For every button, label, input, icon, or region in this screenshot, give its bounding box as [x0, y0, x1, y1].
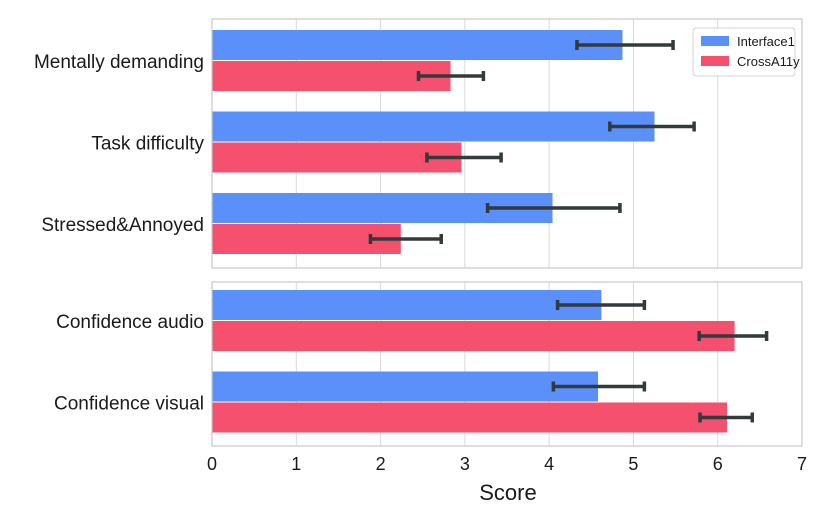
bar-crossa11y-p0-c1	[212, 142, 462, 173]
bar-interface1-p0-c1	[212, 111, 655, 142]
legend: Interface1 CrossA11y	[692, 27, 800, 77]
x-tick-label-6: 6	[713, 454, 723, 474]
legend-swatch-interface1	[701, 36, 729, 46]
legend-swatch-crossa11y	[701, 56, 729, 66]
x-tick-label-5: 5	[628, 454, 638, 474]
bar-crossa11y-p1-c1	[212, 402, 727, 433]
x-tick-label-0: 0	[207, 454, 217, 474]
x-tick-labels-layer: 0 1 2 3 4 5 6 7	[207, 454, 807, 474]
error-bars-layer	[368, 40, 769, 423]
legend-label-crossa11y: CrossA11y	[737, 54, 800, 69]
category-label-p1-c0: Confidence audio	[56, 312, 204, 333]
bars-layer	[212, 30, 735, 433]
x-tick-label-3: 3	[460, 454, 470, 474]
x-axis-title: Score	[479, 480, 536, 505]
bar-crossa11y-p0-c0	[212, 61, 451, 91]
x-tick-label-4: 4	[544, 454, 554, 474]
legend-label-interface1: Interface1	[737, 34, 795, 49]
bar-interface1-p0-c0	[212, 30, 623, 60]
category-label-p1-c1: Confidence visual	[54, 394, 204, 415]
bar-interface1-p1-c1	[212, 371, 599, 402]
x-tick-label-1: 1	[291, 454, 301, 474]
x-tick-label-2: 2	[376, 454, 386, 474]
category-label-p0-c0: Mentally demanding	[34, 52, 204, 73]
x-tick-label-7: 7	[797, 454, 807, 474]
frame-layer	[211, 18, 803, 447]
bar-interface1-p1-c0	[212, 290, 602, 320]
panel-frame-1	[211, 281, 803, 447]
category-label-p0-c1: Task difficulty	[91, 134, 204, 155]
bar-crossa11y-p1-c0	[212, 321, 735, 351]
category-labels-layer: Mentally demanding Task difficulty Stresse…	[34, 52, 205, 415]
panel-frame-0	[211, 18, 803, 269]
category-label-p0-c2: Stressed&Annoyed	[41, 215, 204, 236]
